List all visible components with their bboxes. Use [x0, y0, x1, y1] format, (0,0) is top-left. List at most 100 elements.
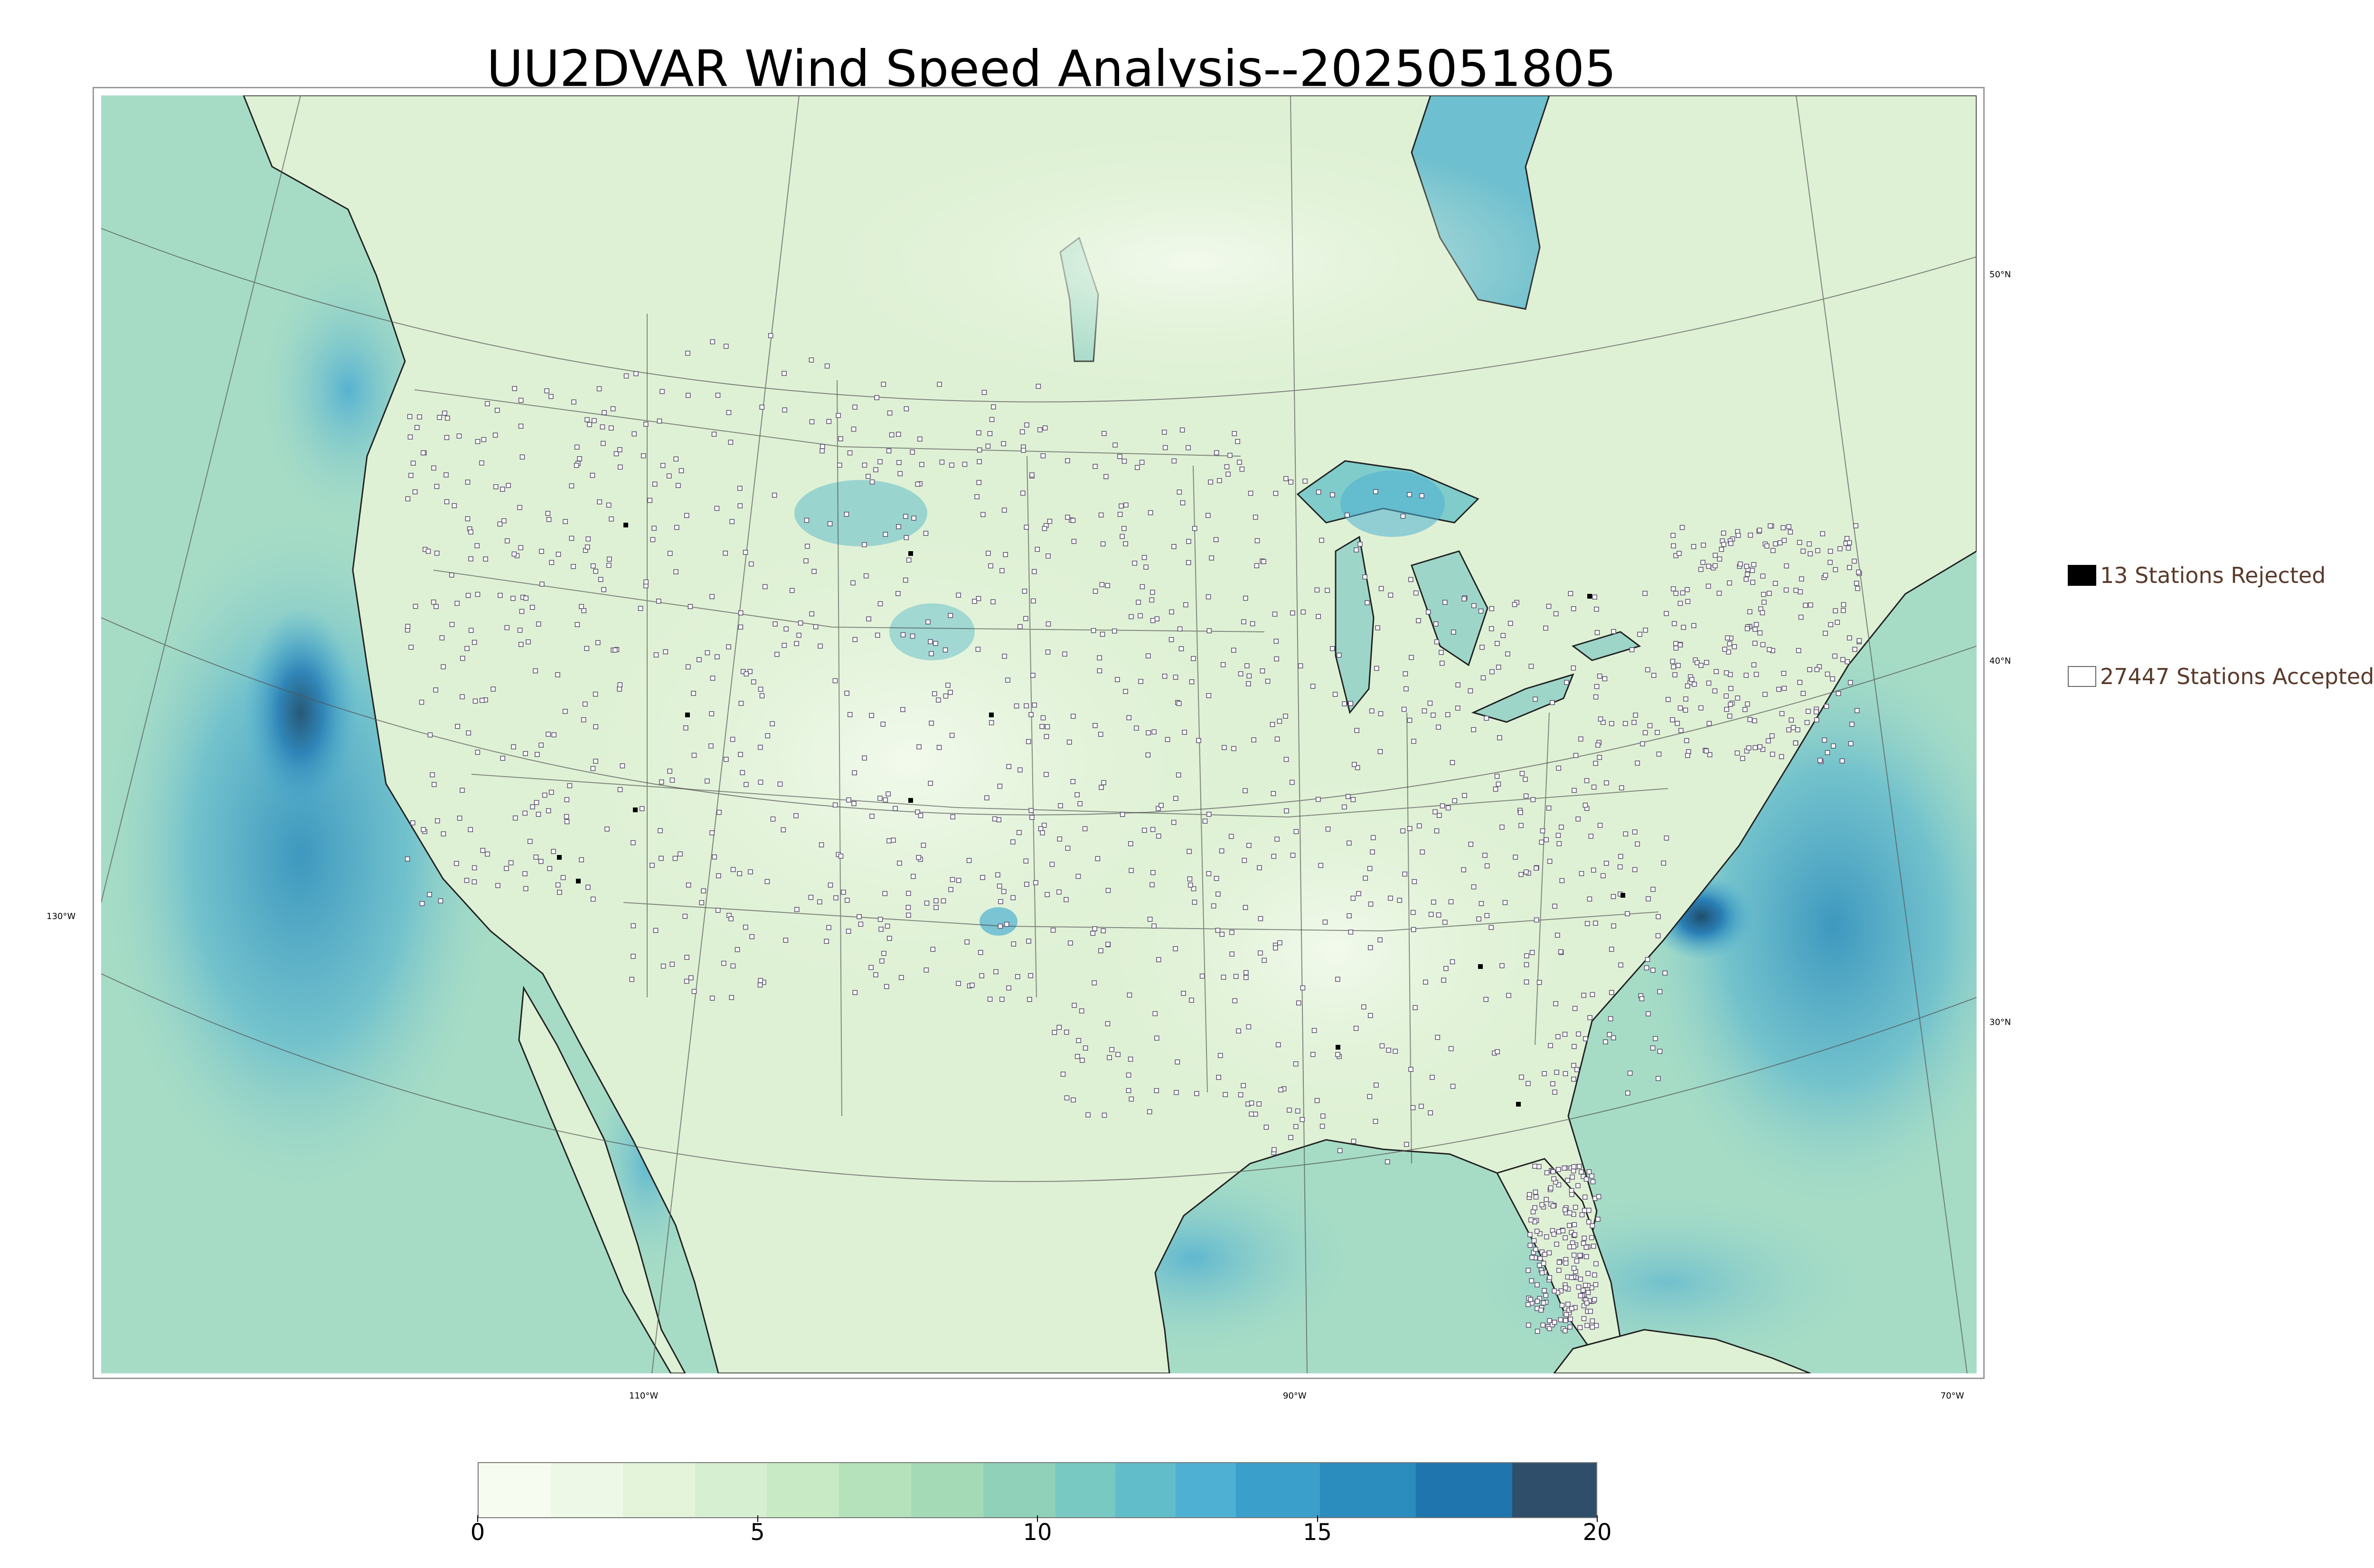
- accepted-station-marker: [705, 650, 710, 656]
- parallel-30n: [101, 973, 1977, 1182]
- accepted-station-marker: [468, 628, 474, 633]
- lake-huron: [1411, 550, 1488, 667]
- accepted-station-marker: [1300, 1117, 1305, 1122]
- wind-speed-map[interactable]: [101, 95, 1977, 1373]
- accepted-station-marker: [1567, 1210, 1573, 1216]
- accepted-station-marker: [1576, 1164, 1582, 1169]
- accepted-station-marker: [1523, 793, 1529, 799]
- accepted-station-marker: [1727, 714, 1733, 719]
- accepted-station-marker: [1582, 1235, 1587, 1241]
- accepted-station-marker: [485, 401, 490, 406]
- accepted-station-marker: [590, 766, 596, 771]
- accepted-station-marker: [1488, 925, 1494, 930]
- colorbar-segment: [550, 1463, 623, 1517]
- accepted-station-marker: [1145, 653, 1151, 658]
- accepted-station-marker: [1128, 1056, 1133, 1062]
- accepted-station-marker: [966, 858, 972, 863]
- lat-label-40n: 40°N: [1989, 656, 2011, 666]
- accepted-station-marker: [475, 439, 480, 444]
- accepted-station-marker: [1595, 1217, 1601, 1222]
- border-line: [837, 380, 842, 1117]
- accepted-station-marker: [1404, 1142, 1409, 1147]
- accepted-station-marker: [653, 652, 659, 657]
- accepted-station-marker: [551, 732, 556, 738]
- accepted-station-marker: [772, 621, 778, 627]
- accepted-station-marker: [1527, 1242, 1533, 1248]
- legend-rejected-label: 13 Stations Rejected: [2100, 563, 2326, 588]
- accepted-station-marker: [472, 639, 477, 645]
- accepted-station-marker: [1779, 711, 1785, 716]
- accepted-station-marker: [991, 404, 996, 410]
- accepted-station-marker: [1586, 1208, 1592, 1213]
- accepted-station-marker: [1176, 701, 1182, 706]
- accepted-station-marker: [1489, 606, 1495, 611]
- accepted-station-marker: [1345, 512, 1350, 518]
- accepted-station-marker: [1407, 826, 1413, 831]
- accepted-station-marker: [1014, 703, 1019, 709]
- accepted-station-marker: [656, 599, 661, 604]
- rejected-station-marker: [1336, 1045, 1340, 1050]
- accepted-station-marker: [1369, 708, 1375, 714]
- accepted-station-marker: [1760, 747, 1765, 752]
- accepted-station-marker: [950, 877, 955, 883]
- accepted-station-marker: [1402, 871, 1407, 877]
- accepted-station-marker: [1165, 737, 1170, 742]
- accepted-station-marker: [1439, 649, 1444, 655]
- accepted-station-marker: [1533, 1194, 1539, 1200]
- accepted-station-marker: [1571, 1244, 1576, 1249]
- accepted-station-marker: [1101, 928, 1106, 933]
- accepted-station-marker: [1229, 930, 1234, 935]
- accepted-station-marker: [493, 484, 499, 489]
- accepted-station-marker: [921, 843, 926, 848]
- accepted-station-marker: [1071, 714, 1076, 719]
- accepted-station-marker: [730, 963, 736, 969]
- accepted-station-marker: [1410, 910, 1416, 915]
- accepted-station-marker: [1483, 996, 1488, 1002]
- accepted-station-marker: [510, 596, 516, 601]
- accepted-station-marker: [975, 647, 981, 652]
- accepted-station-marker: [1020, 490, 1026, 496]
- accepted-station-marker: [533, 854, 539, 860]
- accepted-station-marker: [574, 463, 579, 468]
- accepted-station-marker: [1769, 733, 1775, 739]
- accepted-station-marker: [1664, 836, 1669, 841]
- accepted-station-marker: [986, 551, 991, 556]
- accepted-station-marker: [659, 389, 665, 394]
- accepted-station-marker: [759, 693, 765, 699]
- accepted-station-marker: [631, 923, 636, 929]
- accepted-station-marker: [1229, 834, 1234, 839]
- accepted-station-marker: [714, 506, 720, 511]
- accepted-station-marker: [1603, 1039, 1608, 1045]
- accepted-station-marker: [1262, 958, 1267, 963]
- accepted-station-marker: [1572, 788, 1577, 793]
- accepted-station-marker: [1569, 1192, 1574, 1197]
- accepted-station-marker: [1657, 989, 1663, 995]
- accepted-station-marker: [1727, 641, 1733, 647]
- accepted-station-marker: [1611, 629, 1616, 634]
- accepted-station-marker: [1565, 1302, 1571, 1307]
- accepted-station-marker: [1598, 716, 1603, 722]
- accepted-station-marker: [1539, 839, 1545, 845]
- accepted-station-marker: [1335, 976, 1340, 982]
- accepted-station-marker: [1075, 873, 1081, 879]
- accepted-station-marker: [911, 516, 916, 521]
- border-line: [623, 902, 1659, 932]
- accepted-station-marker: [1143, 564, 1149, 570]
- accepted-station-marker: [1673, 591, 1679, 596]
- accepted-station-marker: [547, 866, 553, 871]
- accepted-station-marker: [1550, 1203, 1556, 1209]
- accepted-station-marker: [1422, 708, 1427, 714]
- accepted-station-marker: [601, 441, 606, 446]
- accepted-station-marker: [441, 831, 446, 836]
- accepted-station-marker: [1760, 642, 1766, 648]
- accepted-station-marker: [1274, 836, 1280, 842]
- accepted-station-marker: [716, 809, 722, 815]
- accepted-station-marker: [1319, 1124, 1325, 1129]
- accepted-station-marker: [1246, 681, 1251, 686]
- accepted-station-marker: [1314, 1098, 1320, 1103]
- accepted-station-marker: [1004, 921, 1009, 927]
- accepted-station-marker: [730, 737, 735, 742]
- accepted-station-marker: [1544, 1170, 1550, 1175]
- accepted-station-marker: [1082, 826, 1088, 832]
- accepted-station-marker: [1052, 1030, 1057, 1035]
